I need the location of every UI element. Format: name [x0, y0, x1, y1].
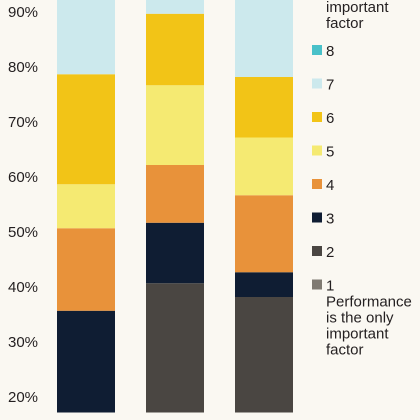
bar-1-segment-5 [57, 184, 115, 229]
legend-label-3: 3 [326, 211, 334, 228]
bar-1-segment-4 [57, 228, 115, 311]
legend-swatch-5 [312, 145, 322, 156]
legend-swatch-6 [312, 112, 322, 122]
legend-top-partial-label: important factor [326, 0, 389, 32]
y-tick-label: 50% [8, 224, 38, 241]
legend-label-7: 7 [326, 77, 334, 94]
y-tick-label: 70% [8, 114, 38, 131]
bar-3-segment-2 [235, 297, 293, 413]
legend-label-5: 5 [326, 144, 334, 161]
bar-3-segment-5 [235, 137, 293, 196]
legend-label-2: 2 [326, 244, 334, 261]
bar-2-segment-4 [146, 165, 204, 223]
legend-description: Performance is the only important factor [326, 294, 412, 359]
legend-swatch-2 [312, 246, 322, 256]
bar-3-segment-4 [235, 195, 293, 273]
legend-label-6: 6 [326, 110, 334, 127]
bars-layer [57, 0, 293, 413]
y-tick-label: 20% [8, 389, 38, 406]
y-tick-label: 80% [8, 59, 38, 76]
bar-1-segment-7 [57, 0, 115, 75]
legend-swatch-3 [312, 212, 322, 223]
legend-label-1: 1 [326, 278, 334, 295]
y-tick-label: 60% [8, 169, 38, 186]
legend-label-4: 4 [326, 177, 334, 194]
bar-2-segment-7 [146, 0, 204, 14]
legend-swatch-4 [312, 179, 322, 189]
bar-1-segment-3 [57, 310, 115, 413]
bar-2-segment-5 [146, 85, 204, 165]
bar-1-segment-6 [57, 74, 115, 185]
y-tick-label: 30% [8, 334, 38, 351]
bar-3-segment-7 [235, 0, 293, 77]
legend-swatch-7 [312, 78, 322, 89]
bar-2-segment-2 [146, 283, 204, 413]
legend-swatch-1 [312, 279, 322, 290]
bar-2-segment-3 [146, 222, 204, 284]
bar-3-segment-6 [235, 77, 293, 138]
legend-label-8: 8 [326, 43, 334, 60]
legend-swatch-8 [312, 45, 322, 55]
y-tick-label: 40% [8, 279, 38, 296]
bar-3-segment-3 [235, 272, 293, 297]
bar-2-segment-6 [146, 13, 204, 86]
y-tick-label: 90% [8, 4, 38, 21]
y-axis: 20% 30% 40% 50% 60% 70% 80% 90% [8, 4, 38, 406]
